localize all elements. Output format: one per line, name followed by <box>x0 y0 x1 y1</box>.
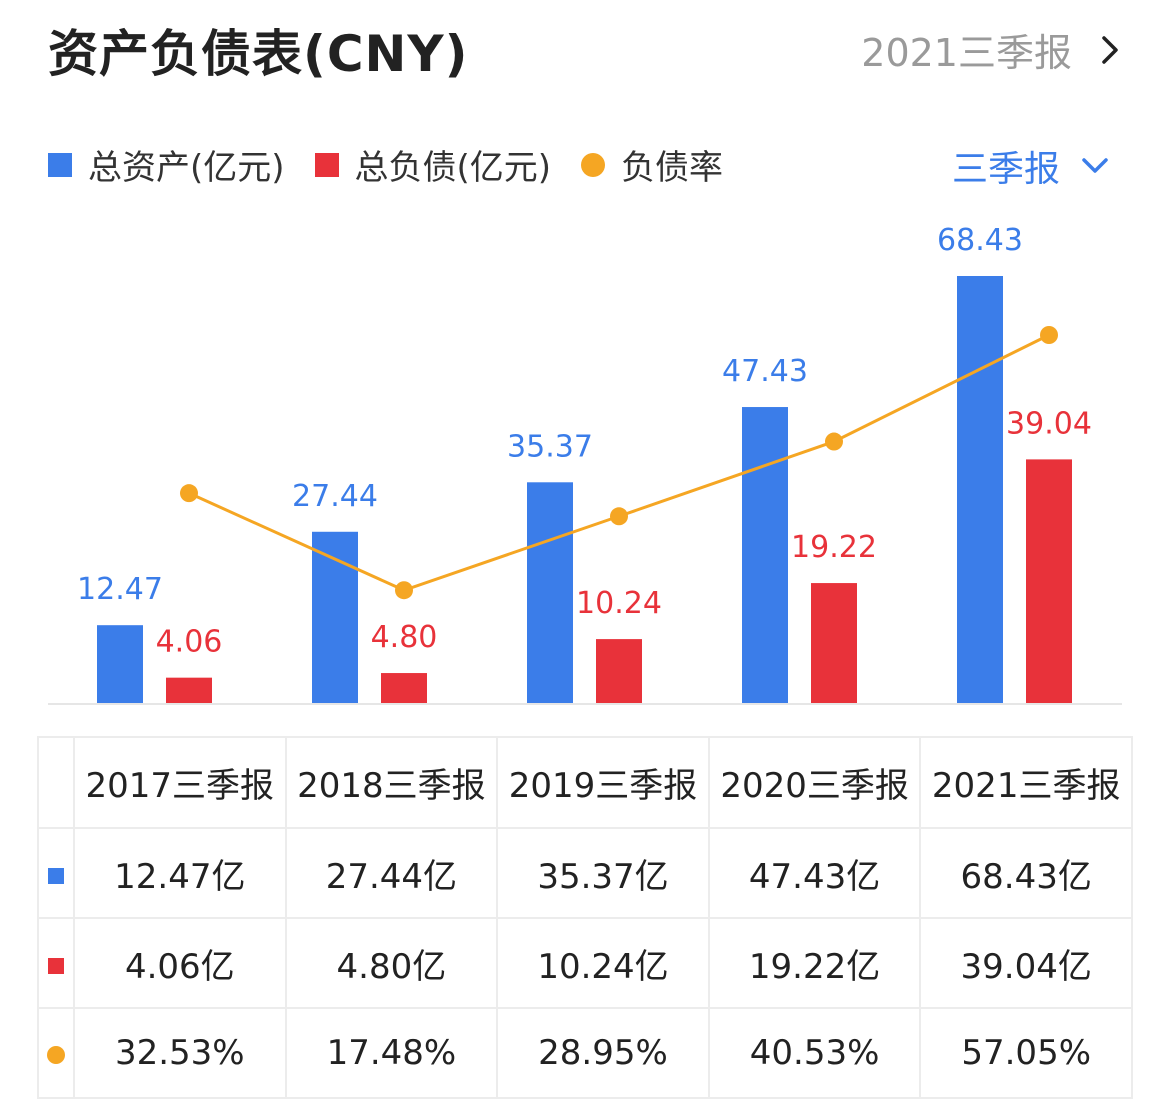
table-header-row: 2017三季报 2018三季报 2019三季报 2020三季报 2021三季报 <box>37 736 1133 829</box>
total-liabilities-bar <box>381 673 427 703</box>
legend-item-debt-ratio[interactable]: 负债率 <box>581 140 723 189</box>
table-cell: 39.04亿 <box>919 917 1133 1009</box>
row-marker-cell <box>37 917 75 1009</box>
page-title: 资产负债表(CNY) <box>48 25 469 83</box>
table-cell: 10.24亿 <box>496 917 710 1009</box>
legend-label-total-liabilities: 总负债(亿元) <box>354 148 552 188</box>
debt-ratio-point <box>610 507 628 526</box>
total-liabilities-bar <box>596 639 642 703</box>
debt-ratio-point <box>825 432 843 451</box>
legend-item-total-liabilities[interactable]: 总负债(亿元) <box>314 140 552 189</box>
table-cell: 19.22亿 <box>707 917 922 1009</box>
table-row-total-assets: 12.47亿 27.44亿 35.37亿 47.43亿 68.43亿 <box>37 827 1133 919</box>
table-cell: 4.80亿 <box>284 917 499 1009</box>
table-header-cell: 2021三季报 <box>919 736 1133 829</box>
total-assets-value-label: 47.43 <box>722 354 808 389</box>
legend-swatch-blue <box>48 152 72 177</box>
table-cell: 28.95% <box>496 1007 710 1099</box>
period-dropdown-label: 三季报 <box>951 149 1060 190</box>
table-header-cell: 2020三季报 <box>707 736 922 829</box>
chart-legend: 总资产(亿元) 总负债(亿元) 负债率 <box>48 140 753 189</box>
balance-sheet-chart: 12.47 4.06 27.44 4.80 35.37 10.24 47.43 19.22 68… <box>48 223 1122 705</box>
row-marker-cell <box>37 827 75 919</box>
total-assets-bar <box>97 625 143 703</box>
blue-square-marker <box>48 868 64 884</box>
total-assets-value-label: 12.47 <box>77 572 163 607</box>
orange-dot-marker <box>47 1046 65 1064</box>
table-cell: 68.43亿 <box>919 827 1133 919</box>
row-marker-cell <box>37 1007 75 1099</box>
total-liabilities-value-label: 19.22 <box>791 530 877 565</box>
total-assets-bar <box>957 276 1003 703</box>
table-header-cell: 2019三季报 <box>496 736 710 829</box>
total-assets-value-label: 27.44 <box>292 479 378 514</box>
total-assets-value-label: 35.37 <box>507 429 593 464</box>
legend-swatch-red <box>314 152 339 177</box>
total-liabilities-value-label: 39.04 <box>1006 406 1092 441</box>
total-assets-bar <box>742 407 788 703</box>
debt-ratio-line <box>188 333 1050 592</box>
chevron-right-icon <box>1102 35 1118 64</box>
report-period-link[interactable]: 2021三季报 <box>861 22 1122 77</box>
total-liabilities-value-label: 4.80 <box>371 620 438 655</box>
table-header-corner <box>37 736 75 829</box>
table-cell: 57.05% <box>919 1007 1133 1099</box>
total-liabilities-value-label: 10.24 <box>576 586 662 621</box>
table-cell: 17.48% <box>284 1007 499 1099</box>
debt-ratio-point <box>395 581 413 600</box>
data-table: 2017三季报 2018三季报 2019三季报 2020三季报 2021三季报 … <box>37 736 1133 1099</box>
table-row-total-liabilities: 4.06亿 4.80亿 10.24亿 19.22亿 39.04亿 <box>37 917 1133 1009</box>
total-liabilities-bar <box>166 677 212 703</box>
table-cell: 27.44亿 <box>284 827 499 919</box>
chevron-down-icon <box>1082 158 1108 173</box>
table-header-cell: 2018三季报 <box>284 736 499 829</box>
table-row-debt-ratio: 32.53% 17.48% 28.95% 40.53% 57.05% <box>37 1007 1133 1099</box>
table-cell: 40.53% <box>707 1007 922 1099</box>
table-cell: 4.06亿 <box>73 917 287 1009</box>
table-cell: 47.43亿 <box>707 827 922 919</box>
table-cell: 12.47亿 <box>73 827 287 919</box>
total-liabilities-value-label: 4.06 <box>156 625 223 660</box>
header: 资产负债表(CNY) 2021三季报 <box>0 0 1170 100</box>
legend-swatch-dot <box>581 152 606 177</box>
red-square-marker <box>48 958 64 974</box>
total-liabilities-bar <box>1026 459 1072 703</box>
report-period-label: 2021三季报 <box>861 31 1072 75</box>
total-assets-bar <box>527 482 573 703</box>
legend-label-debt-ratio: 负债率 <box>621 148 724 188</box>
table-header-cell: 2017三季报 <box>73 736 287 829</box>
debt-ratio-point <box>180 484 198 503</box>
table-cell: 32.53% <box>73 1007 287 1099</box>
debt-ratio-point <box>1040 326 1058 344</box>
total-liabilities-bar <box>811 583 857 703</box>
period-dropdown[interactable]: 三季报 <box>952 140 1110 192</box>
table-cell: 35.37亿 <box>496 827 710 919</box>
legend-item-total-assets[interactable]: 总资产(亿元) <box>48 140 285 189</box>
legend-label-total-assets: 总资产(亿元) <box>88 148 285 188</box>
total-assets-value-label: 68.43 <box>937 223 1023 258</box>
